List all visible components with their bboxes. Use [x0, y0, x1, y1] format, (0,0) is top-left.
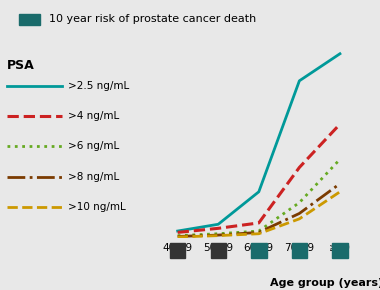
Text: >8 ng/mL: >8 ng/mL — [68, 172, 120, 182]
Text: >4 ng/mL: >4 ng/mL — [68, 111, 120, 121]
Text: >6 ng/mL: >6 ng/mL — [68, 142, 120, 151]
FancyBboxPatch shape — [292, 243, 307, 258]
Text: PSA: PSA — [7, 59, 35, 72]
FancyBboxPatch shape — [211, 243, 226, 258]
X-axis label: Age group (years): Age group (years) — [270, 278, 380, 288]
Text: 10 year risk of prostate cancer death: 10 year risk of prostate cancer death — [49, 14, 256, 24]
FancyBboxPatch shape — [170, 243, 185, 258]
FancyBboxPatch shape — [332, 243, 348, 258]
Text: >10 ng/mL: >10 ng/mL — [68, 202, 126, 212]
FancyBboxPatch shape — [251, 243, 266, 258]
Text: >2.5 ng/mL: >2.5 ng/mL — [68, 81, 130, 90]
